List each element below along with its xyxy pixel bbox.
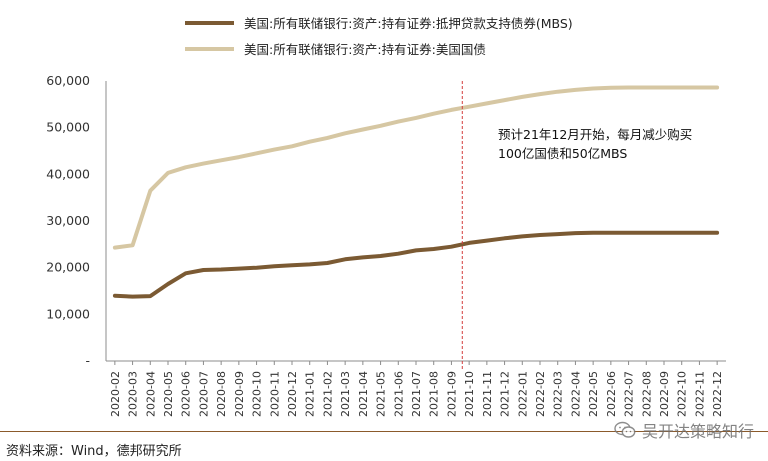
x-tick-label: 2022-05 — [587, 371, 600, 417]
x-tick-label: 2022-06 — [605, 371, 618, 417]
x-tick-label: 2021-12 — [499, 371, 512, 417]
series-layer — [112, 85, 720, 299]
x-tick-label: 2021-02 — [321, 371, 334, 417]
x-tick-label: 2022-01 — [516, 371, 529, 417]
series-line-1 — [112, 85, 720, 250]
x-tick-label: 2020-09 — [233, 371, 246, 417]
y-axis: 60,000 50,000 40,000 30,000 20,000 10,000 - — [46, 73, 107, 368]
x-tick-label: 2020-04 — [144, 371, 157, 417]
x-tick-label: 2020-12 — [286, 371, 299, 417]
x-tick-label: 2021-06 — [392, 371, 405, 417]
x-axis: 2020-02 2020-03 2020-04 2020-05 2020-06 2020-… — [106, 360, 726, 417]
x-tick-label: 2021-09 — [445, 371, 458, 417]
x-tick-label: 2021-07 — [410, 371, 423, 417]
x-tick-label: 2021-01 — [304, 371, 317, 417]
x-tick-label: 2020-11 — [268, 371, 281, 417]
x-tick-label: 2022-11 — [693, 371, 706, 417]
x-tick-label: 2020-06 — [180, 371, 193, 417]
annotation: 预计21年12月开始，每月减少购买 100亿国债和50亿MBS — [498, 127, 692, 161]
x-tick-label: 2021-04 — [357, 371, 370, 417]
chart-canvas: 美国:所有联储银行:资产:持有证券:抵押贷款支持债券(MBS) 美国:所有联储银… — [46, 16, 726, 417]
x-tick-label: 2022-07 — [623, 371, 636, 417]
watermark: 吴开达策略知行 — [614, 418, 754, 442]
legend-label-mbs: 美国:所有联储银行:资产:持有证券:抵押贷款支持债券(MBS) — [244, 16, 573, 31]
y-tick-label: 10,000 — [46, 306, 90, 321]
annotation-line-1: 预计21年12月开始，每月减少购买 — [498, 127, 692, 142]
wechat-icon — [614, 421, 636, 438]
footer-rule — [0, 431, 768, 432]
y-tick-label: 60,000 — [46, 73, 90, 88]
watermark-text: 吴开达策略知行 — [641, 422, 754, 441]
x-tick-label: 2020-08 — [215, 371, 228, 417]
x-tick-label: 2020-03 — [127, 371, 140, 417]
x-tick-label: 2022-08 — [640, 371, 653, 417]
series-line-0 — [112, 230, 720, 299]
y-tick-label: 20,000 — [46, 260, 90, 275]
y-tick-label: - — [85, 353, 90, 368]
x-tick-label: 2020-07 — [197, 371, 210, 417]
source-note: 资料来源：Wind，德邦研究所 — [6, 444, 182, 459]
x-tick-label: 2022-02 — [534, 371, 547, 417]
y-tick-label: 30,000 — [46, 213, 90, 228]
legend: 美国:所有联储银行:资产:持有证券:抵押贷款支持债券(MBS) 美国:所有联储银… — [185, 16, 573, 57]
x-tick-label: 2020-02 — [109, 371, 122, 417]
x-tick-label: 2021-11 — [481, 371, 494, 417]
x-tick-label: 2021-03 — [339, 371, 352, 417]
x-tick-label: 2020-05 — [162, 371, 175, 417]
x-tick-label: 2022-10 — [676, 371, 689, 417]
x-tick-label: 2021-05 — [375, 371, 388, 417]
annotation-line-2: 100亿国债和50亿MBS — [498, 146, 627, 161]
x-tick-label: 2021-10 — [463, 371, 476, 417]
x-tick-label: 2022-12 — [711, 371, 724, 417]
y-tick-label: 40,000 — [46, 166, 90, 181]
x-tick-label: 2022-04 — [569, 371, 582, 417]
legend-label-treasury: 美国:所有联储银行:资产:持有证券:美国国债 — [244, 42, 486, 57]
x-tick-label: 2022-03 — [552, 371, 565, 417]
x-tick-label: 2021-08 — [428, 371, 441, 417]
x-tick-label: 2020-10 — [251, 371, 264, 417]
x-tick-label: 2022-09 — [658, 371, 671, 417]
y-tick-label: 50,000 — [46, 120, 90, 135]
